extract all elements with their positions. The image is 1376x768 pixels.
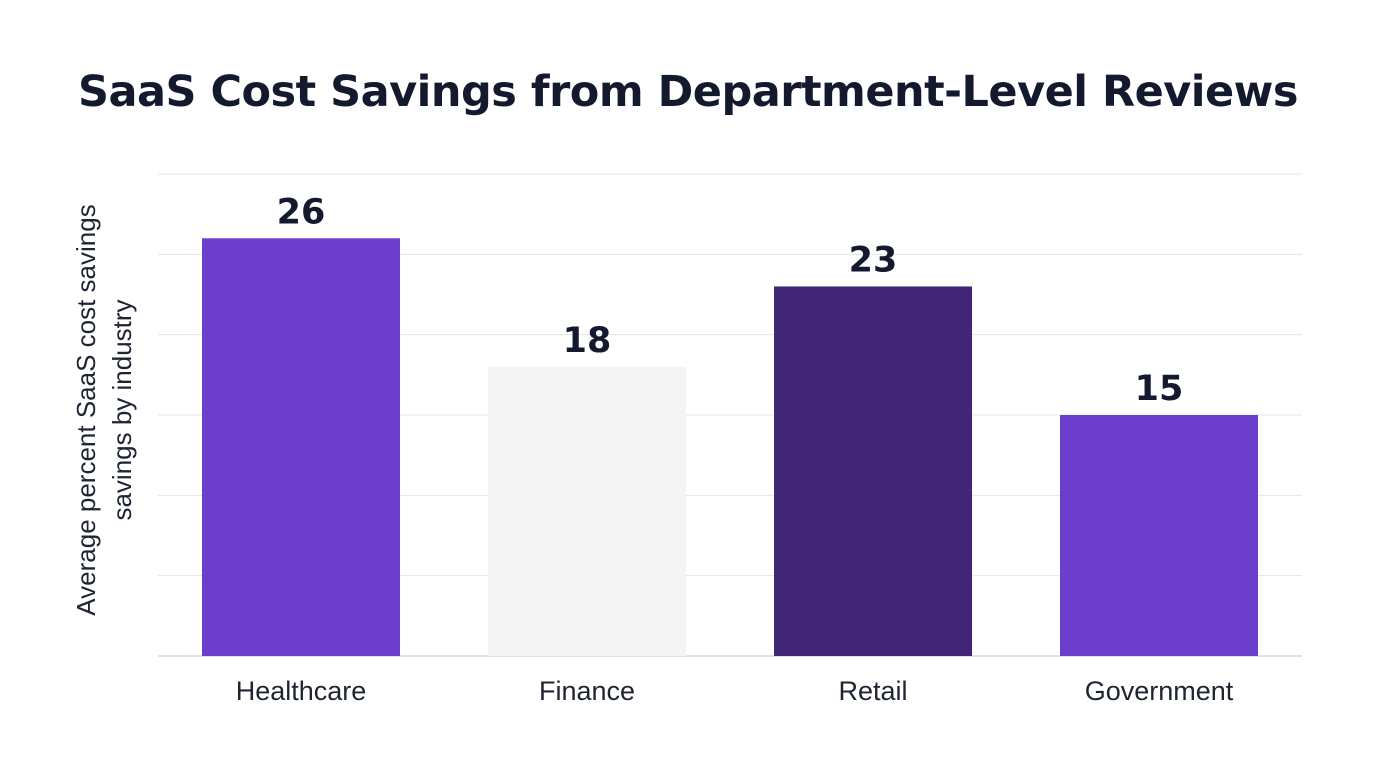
- x-tick-label-finance: Finance: [539, 676, 635, 706]
- x-tick-label-retail: Retail: [838, 676, 907, 706]
- x-tick-label-healthcare: Healthcare: [236, 676, 367, 706]
- value-labels: 26 18 23 15: [277, 192, 1184, 409]
- bar-government: [1060, 415, 1258, 656]
- y-axis-label-line-1: Average percent SaaS cost savings: [71, 204, 101, 615]
- bar-retail: [774, 286, 972, 656]
- value-label-government: 15: [1135, 369, 1184, 409]
- x-tick-label-government: Government: [1085, 676, 1234, 706]
- y-axis-label: Average percent SaaS cost savings saving…: [71, 204, 137, 615]
- value-label-retail: 23: [849, 240, 898, 280]
- value-label-finance: 18: [563, 321, 612, 361]
- bars: [202, 238, 1258, 656]
- bar-healthcare: [202, 238, 400, 656]
- x-tick-labels: Healthcare Finance Retail Government: [236, 676, 1234, 706]
- value-label-healthcare: 26: [277, 192, 326, 232]
- bar-finance: [488, 366, 686, 656]
- chart-title: SaaS Cost Savings from Department-Level …: [78, 67, 1299, 117]
- y-axis-label-line-2: savings by industry: [107, 299, 137, 520]
